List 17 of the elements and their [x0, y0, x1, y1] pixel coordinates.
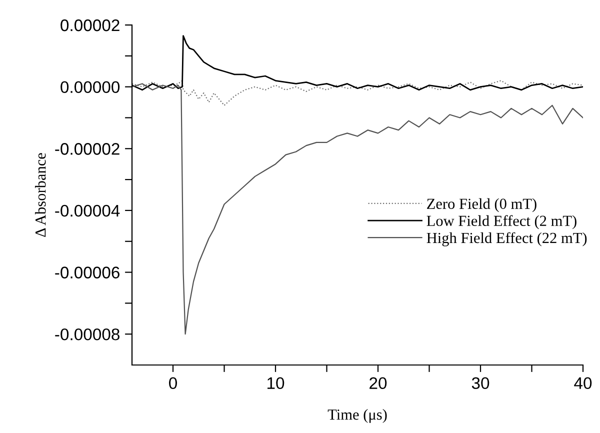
legend-label: Low Field Effect (2 mT): [426, 215, 576, 230]
line-series: [132, 80, 583, 106]
y-axis-title: Δ Absorbance: [34, 153, 46, 237]
x-tick-label: 0: [169, 377, 177, 390]
y-tick-label: -0.00004: [55, 204, 120, 217]
x-tick-label: 30: [472, 377, 490, 390]
x-tick-label: 40: [574, 377, 592, 390]
y-tick-label: -0.00008: [55, 328, 120, 340]
x-axis-title: Time (μs): [328, 409, 387, 423]
x-tick-label: 10: [268, 377, 284, 390]
y-tick-label: 0.00002: [60, 19, 120, 32]
legend-label: Zero Field (0 mT): [427, 198, 536, 212]
y-tick-label: -0.00006: [55, 266, 120, 278]
legend-label: High Field Effect (22 mT): [426, 232, 587, 246]
x-tick-label: 20: [370, 377, 387, 390]
y-tick-label: -0.00002: [55, 143, 120, 155]
y-tick-label: 0.00000: [60, 81, 120, 94]
